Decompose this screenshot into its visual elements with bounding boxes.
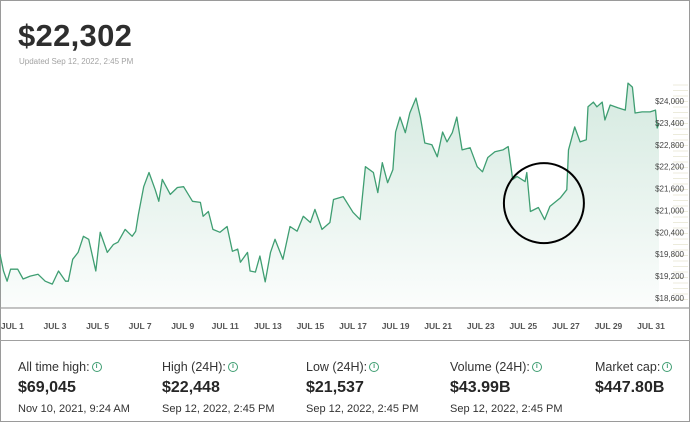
y-tick-label: $19,800: [655, 250, 684, 259]
x-tick-label: JUL 31: [637, 321, 665, 331]
x-tick-label: JUL 5: [86, 321, 109, 331]
y-tick-label: $19,200: [655, 272, 684, 281]
x-tick-label: JUL 25: [509, 321, 537, 331]
stat-label: All time high:: [18, 360, 90, 374]
x-tick-label: JUL 15: [297, 321, 325, 331]
y-tick-label: $22,200: [655, 163, 684, 172]
x-tick-label: JUL 29: [595, 321, 623, 331]
x-tick-label: JUL 23: [467, 321, 495, 331]
stat-all-time-high: All time high: i $69,045 Nov 10, 2021, 9:…: [18, 360, 130, 415]
stat-volume-24h: Volume (24H): i $43.99B Sep 12, 2022, 2:4…: [450, 360, 563, 415]
area-fill: [0, 83, 659, 308]
current-price: $22,302: [18, 18, 133, 53]
divider: [0, 340, 690, 341]
stat-low-24h: Low (24H): i $21,537 Sep 12, 2022, 2:45 P…: [306, 360, 419, 415]
y-tick-label: $21,600: [655, 185, 684, 194]
stat-market-cap: Market cap: i $447.80B: [595, 360, 673, 397]
stat-value: $447.80B: [595, 379, 665, 396]
annotation-circle: [502, 162, 585, 245]
stat-date: Sep 12, 2022, 2:45 PM: [162, 403, 275, 415]
x-tick-label: JUL 1: [1, 321, 24, 331]
stat-value: $21,537: [306, 379, 364, 396]
updated-timestamp: Updated Sep 12, 2022, 2:45 PM: [19, 57, 134, 66]
stat-high-24h: High (24H): i $22,448 Sep 12, 2022, 2:45 …: [162, 360, 275, 415]
y-tick-label: $21,000: [655, 206, 684, 215]
price-line: [0, 82, 660, 285]
x-tick-label: JUL 19: [382, 321, 410, 331]
x-tick-label: JUL 7: [129, 321, 152, 331]
y-tick-label: $24,000: [655, 97, 684, 106]
x-tick-label: JUL 9: [171, 321, 194, 331]
info-icon[interactable]: i: [91, 362, 102, 372]
y-tick-label: $23,400: [655, 119, 684, 128]
info-icon[interactable]: i: [369, 362, 380, 372]
stat-label: Market cap:: [595, 360, 661, 374]
stat-date: Sep 12, 2022, 2:45 PM: [306, 403, 419, 415]
stat-value: $43.99B: [450, 379, 511, 396]
x-tick-label: JUL 27: [552, 321, 580, 331]
stat-value: $69,045: [18, 379, 76, 396]
stat-date: Nov 10, 2021, 9:24 AM: [18, 403, 130, 415]
x-tick-label: JUL 13: [254, 321, 282, 331]
x-tick-label: JUL 17: [339, 321, 367, 331]
stat-value: $22,448: [162, 379, 220, 396]
x-tick-label: JUL 11: [212, 321, 240, 331]
stat-label: Low (24H):: [306, 360, 368, 374]
stat-label: Volume (24H):: [450, 360, 530, 374]
price-chart: $24,000 $23,400 $22,800 $22,200 $21,600 $21,0…: [0, 82, 690, 331]
y-tick-label: $18,600: [655, 294, 684, 303]
info-icon[interactable]: i: [662, 362, 673, 372]
y-tick-label: $22,800: [655, 141, 684, 150]
x-tick-label: JUL 3: [43, 321, 66, 331]
stat-date: Sep 12, 2022, 2:45 PM: [450, 403, 563, 415]
info-icon[interactable]: i: [227, 362, 238, 372]
x-tick-label: JUL 21: [424, 321, 452, 331]
y-tick-label: $20,400: [655, 228, 684, 237]
info-icon[interactable]: i: [531, 362, 542, 372]
stat-label: High (24H):: [162, 360, 226, 374]
